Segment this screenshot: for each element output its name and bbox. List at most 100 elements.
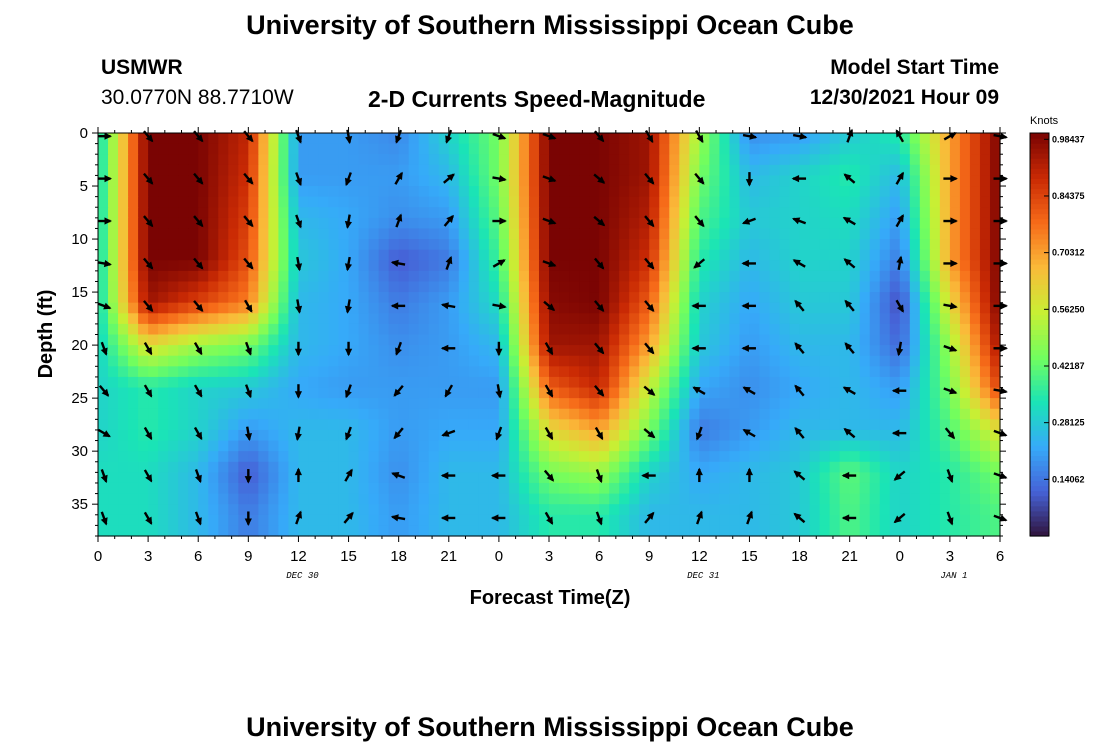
heatmap-cell: [388, 398, 400, 410]
heatmap-cell: [158, 451, 169, 463]
heatmap-cell: [659, 387, 670, 399]
heatmap-cell: [829, 302, 841, 314]
heatmap-cell: [919, 366, 931, 378]
current-arrow: [594, 257, 605, 270]
heatmap-cell: [338, 366, 350, 378]
heatmap-cell: [278, 387, 290, 399]
heatmap-cell: [418, 493, 430, 505]
heatmap-cell: [629, 514, 640, 526]
current-arrow: [595, 511, 603, 526]
heatmap-cell: [819, 302, 831, 314]
heatmap-cell: [929, 302, 941, 314]
heatmap-cell: [769, 228, 781, 240]
heatmap-cell: [549, 323, 560, 336]
heatmap-cell: [488, 493, 500, 505]
heatmap-cell: [589, 292, 600, 304]
heatmap-cell: [468, 175, 480, 187]
current-arrow: [792, 132, 808, 140]
heatmap-cell: [368, 175, 380, 187]
heatmap-cell: [639, 228, 650, 240]
heatmap-cell: [919, 355, 931, 367]
heatmap-cell: [749, 313, 761, 325]
heatmap-cell: [989, 376, 1001, 389]
heatmap-cell: [388, 302, 400, 314]
heatmap-cell: [408, 355, 420, 367]
heatmap-cell: [669, 408, 680, 420]
current-arrow: [593, 215, 606, 227]
heatmap-cell: [408, 302, 420, 314]
heatmap-cell: [599, 186, 610, 198]
heatmap-cell: [218, 419, 229, 431]
heatmap-cell: [478, 217, 490, 230]
heatmap-cell: [689, 292, 700, 304]
heatmap-cell: [779, 196, 791, 208]
heatmap-cell: [98, 207, 109, 219]
colorbar-swatch: [1030, 389, 1049, 396]
heatmap-cell: [979, 217, 991, 230]
heatmap-cell: [498, 281, 510, 293]
heatmap-cell: [408, 408, 420, 420]
heatmap-cell: [829, 398, 841, 410]
current-arrow: [896, 255, 904, 271]
heatmap-cell: [969, 482, 981, 495]
heatmap-cell: [969, 175, 981, 187]
heatmap-cell: [368, 429, 380, 442]
heatmap-cell: [589, 313, 600, 325]
heatmap-cell: [899, 398, 911, 410]
heatmap-cell: [98, 249, 109, 261]
heatmap-cell: [398, 270, 410, 283]
heatmap-cell: [408, 504, 420, 516]
heatmap-cell: [729, 302, 741, 314]
heatmap-cell: [699, 260, 710, 272]
heatmap-cell: [729, 376, 741, 389]
heatmap-cell: [298, 164, 310, 177]
heatmap-cell: [518, 270, 530, 283]
heatmap-cell: [659, 366, 670, 378]
heatmap-cell: [468, 323, 480, 336]
heatmap-cell: [348, 472, 360, 484]
heatmap-cell: [709, 366, 720, 378]
heatmap-cell: [859, 154, 871, 166]
heatmap-cell: [268, 133, 279, 145]
heatmap-cell: [338, 429, 350, 442]
current-arrow: [946, 469, 954, 484]
heatmap-cell: [599, 451, 610, 463]
heatmap-cell: [719, 451, 730, 463]
heatmap-cell: [949, 196, 961, 208]
heatmap-cell: [889, 334, 901, 346]
heatmap-cell: [969, 366, 981, 378]
heatmap-cell: [609, 217, 620, 230]
heatmap-cell: [949, 334, 961, 346]
heatmap-cell: [589, 175, 600, 187]
heatmap-cell: [549, 461, 560, 473]
heatmap-cell: [879, 133, 891, 145]
heatmap-cell: [749, 355, 761, 367]
heatmap-cell: [168, 260, 179, 272]
current-arrow: [244, 511, 252, 526]
heatmap-cell: [118, 133, 129, 145]
heatmap-cell: [929, 281, 941, 293]
heatmap-cell: [118, 260, 129, 272]
heatmap-cell: [919, 440, 931, 452]
heatmap-cell: [508, 292, 520, 304]
heatmap-cell: [188, 493, 199, 505]
heatmap-cell: [258, 408, 269, 420]
heatmap-cell: [689, 419, 700, 431]
heatmap-cell: [809, 323, 821, 336]
heatmap-cell: [959, 323, 971, 336]
heatmap-cell: [98, 175, 109, 187]
heatmap-cell: [899, 472, 911, 484]
heatmap-cell: [448, 270, 460, 283]
heatmap-cell: [989, 228, 1001, 240]
heatmap-cell: [278, 408, 290, 420]
heatmap-cell: [208, 323, 219, 336]
current-arrow: [244, 384, 252, 399]
heatmap-cell: [719, 302, 730, 314]
heatmap-cell: [879, 355, 891, 367]
heatmap-cell: [218, 249, 229, 261]
heatmap-cell: [619, 260, 630, 272]
heatmap-cell: [789, 207, 801, 219]
heatmap-cell: [248, 419, 259, 431]
heatmap-cell: [649, 260, 660, 272]
heatmap-cell: [789, 493, 801, 505]
